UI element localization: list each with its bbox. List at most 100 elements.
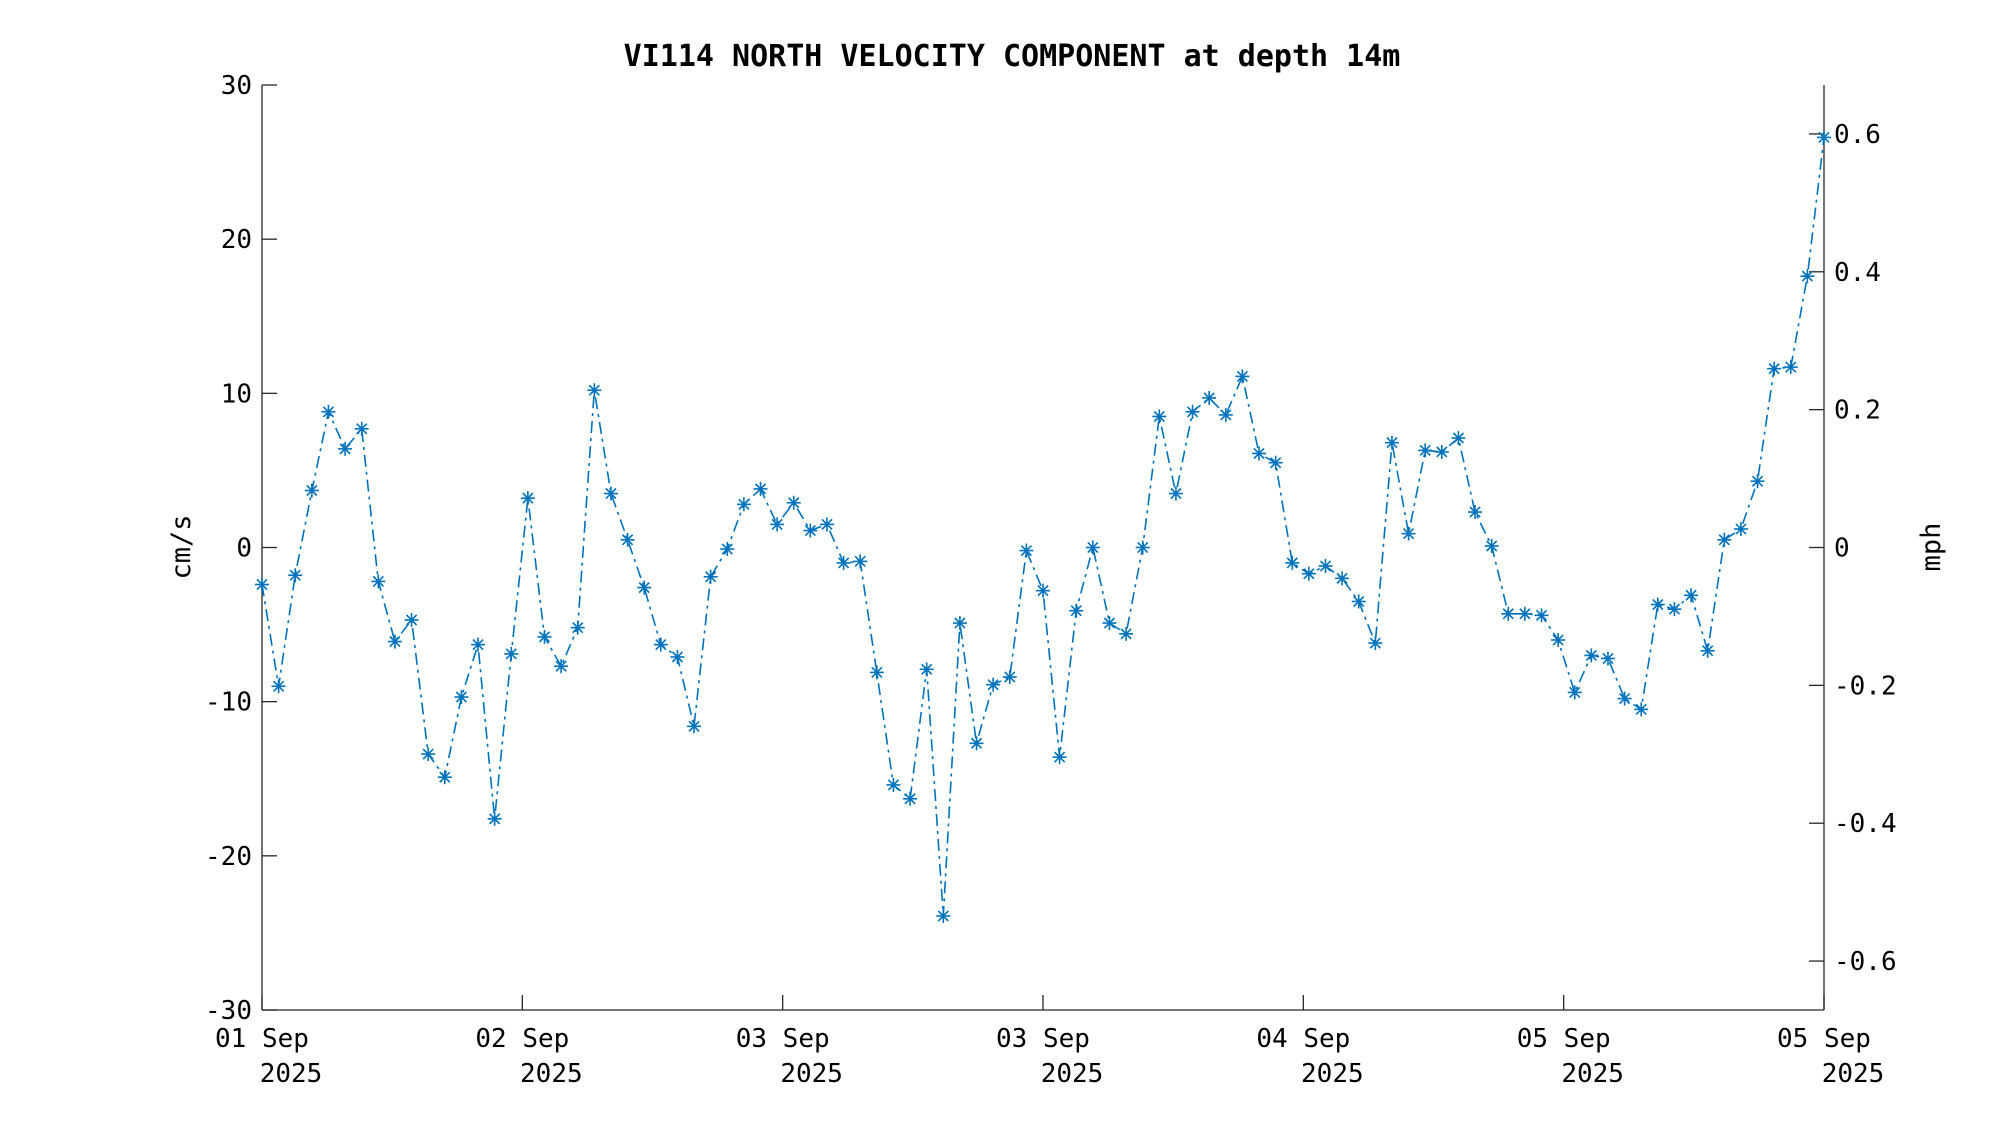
chart-title: VI114 NORTH VELOCITY COMPONENT at depth … <box>624 39 1401 74</box>
data-point <box>603 486 618 501</box>
x-tick-label-date: 05 Sep <box>1517 1024 1611 1054</box>
data-point <box>1318 559 1333 573</box>
data-point <box>1085 540 1100 555</box>
data-point <box>1202 390 1217 405</box>
data-point <box>1218 407 1233 422</box>
left-y-tick-label: -20 <box>205 842 252 872</box>
right-y-tick-label: -0.4 <box>1834 809 1897 839</box>
data-point <box>1168 486 1183 501</box>
data-point <box>952 616 967 631</box>
data-point <box>387 634 402 649</box>
left-y-tick-label: -30 <box>205 996 252 1026</box>
data-point <box>255 577 269 592</box>
data-point <box>1335 571 1350 586</box>
data-point <box>1235 369 1250 384</box>
x-tick-label-date: 05 Sep <box>1777 1024 1871 1054</box>
data-point <box>786 495 801 510</box>
x-tick-label-date: 03 Sep <box>736 1024 830 1054</box>
data-point <box>321 404 336 419</box>
data-point <box>670 649 685 664</box>
left-y-tick-label: 10 <box>221 379 252 409</box>
data-point <box>753 481 768 496</box>
data-point <box>1301 566 1316 581</box>
data-point <box>421 747 436 762</box>
data-point <box>803 523 818 538</box>
data-point <box>720 542 735 557</box>
data-point <box>1384 435 1399 450</box>
data-point <box>504 646 519 661</box>
data-point <box>537 629 552 644</box>
data-point <box>404 612 419 627</box>
data-point <box>354 421 369 436</box>
right-y-tick-label: 0.6 <box>1834 120 1881 150</box>
x-tick-label-year: 2025 <box>1301 1059 1364 1089</box>
data-point <box>853 554 868 569</box>
x-tick-label-date: 02 Sep <box>475 1024 569 1054</box>
right-y-axis: -0.6 -0.4 -0.2 0 0.2 0.4 0.6 <box>1809 120 1897 977</box>
data-point <box>637 580 652 595</box>
data-point <box>653 637 668 652</box>
data-point <box>986 677 1001 692</box>
data-point <box>1817 130 1831 145</box>
data-point <box>1783 360 1798 375</box>
data-point <box>1351 594 1366 609</box>
data-point <box>1684 588 1699 603</box>
left-y-tick-label: 20 <box>221 225 252 255</box>
data-point <box>1268 455 1283 470</box>
x-tick-label-year: 2025 <box>520 1059 583 1089</box>
data-point <box>886 777 901 792</box>
data-point <box>271 679 286 694</box>
data-point <box>520 491 535 506</box>
data-point <box>1484 538 1499 553</box>
x-tick-label-year: 2025 <box>1561 1059 1624 1089</box>
data-point <box>1517 606 1532 621</box>
data-point <box>919 662 934 677</box>
x-tick-label-date: 04 Sep <box>1256 1024 1350 1054</box>
data-point <box>1152 409 1167 424</box>
data-point <box>1285 555 1300 570</box>
data-point <box>836 555 851 570</box>
data-point <box>1119 626 1134 641</box>
data-point <box>1468 505 1483 520</box>
data-point <box>570 620 585 635</box>
data-point <box>1650 597 1665 612</box>
left-y-tick-label: 0 <box>236 534 252 564</box>
data-point <box>687 719 702 734</box>
data-point <box>1750 474 1765 489</box>
data-point <box>1368 636 1383 651</box>
x-tick-label-year: 2025 <box>1041 1059 1104 1089</box>
data-point <box>1401 526 1416 541</box>
data-point <box>1584 648 1599 663</box>
data-point <box>1002 670 1017 684</box>
data-point <box>288 568 303 583</box>
data-point <box>703 569 718 584</box>
data-point <box>1019 543 1034 558</box>
y-axis-label-left: cm/s <box>166 514 197 579</box>
x-tick-label-date: 03 Sep <box>996 1024 1090 1054</box>
y-axis-label-right: mph <box>1916 523 1947 572</box>
data-point <box>620 532 635 547</box>
data-point <box>1252 446 1267 461</box>
data-point <box>1617 691 1632 706</box>
data-point <box>869 665 884 680</box>
x-tick-label-year: 2025 <box>260 1059 323 1089</box>
data-point <box>1052 750 1067 765</box>
left-y-axis: -30 -20 -10 0 10 20 30 <box>205 71 277 1026</box>
data-point <box>736 497 751 512</box>
data-point <box>1717 532 1732 547</box>
left-y-tick-label: -10 <box>205 688 252 718</box>
data-point <box>1069 603 1084 618</box>
data-point <box>969 736 984 751</box>
data-point <box>1135 540 1150 555</box>
data-point <box>487 811 502 826</box>
left-y-tick-label: 30 <box>221 71 252 101</box>
data-point <box>454 690 469 705</box>
data-point <box>1567 685 1582 700</box>
data-point <box>1434 444 1449 459</box>
data-point <box>1600 651 1615 666</box>
data-point <box>936 908 951 923</box>
data-point <box>554 659 569 674</box>
data-point <box>371 574 386 589</box>
data-point <box>1185 404 1200 419</box>
